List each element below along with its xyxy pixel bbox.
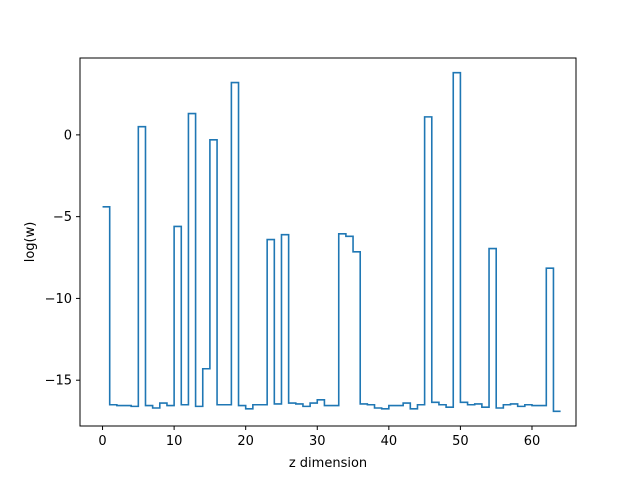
x-tick-label: 0 xyxy=(98,434,106,449)
y-axis-label: log(w) xyxy=(23,222,38,263)
x-tick-label: 50 xyxy=(452,434,469,449)
axes-frame xyxy=(79,57,577,427)
x-tick-label: 30 xyxy=(309,434,326,449)
x-axis-ticks: 0 10 20 30 40 50 60 xyxy=(98,426,540,449)
y-tick-label: −5 xyxy=(53,210,72,225)
plot-area xyxy=(102,71,561,413)
x-tick-label: 60 xyxy=(524,434,541,449)
x-tick-label: 10 xyxy=(166,434,183,449)
y-tick-label: 0 xyxy=(64,128,72,143)
series-line-0 xyxy=(102,71,561,413)
x-tick-label: 40 xyxy=(381,434,398,449)
y-axis-ticks: −15 −10 −5 0 xyxy=(45,128,80,389)
y-tick-label: −15 xyxy=(45,374,72,389)
x-axis-label: z dimension xyxy=(289,456,367,471)
y-tick-label: −10 xyxy=(45,292,72,307)
x-tick-label: 20 xyxy=(237,434,254,449)
